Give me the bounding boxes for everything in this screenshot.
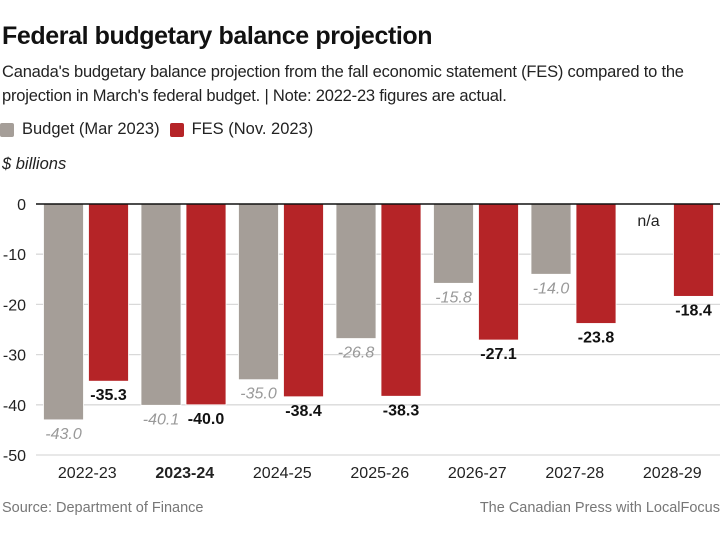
value-label-fes: -23.8 bbox=[578, 329, 615, 346]
bar-budget bbox=[433, 203, 474, 284]
bar-fes bbox=[673, 203, 714, 297]
value-label-fes: -40.0 bbox=[188, 411, 225, 428]
bar-fes bbox=[478, 203, 519, 341]
value-label-budget: -14.0 bbox=[533, 280, 570, 297]
bar-fes bbox=[283, 203, 324, 398]
legend-swatch-fes bbox=[169, 122, 184, 137]
legend-item-fes: FES (Nov. 2023) bbox=[169, 120, 314, 139]
bar-fes bbox=[185, 203, 227, 406]
credit-note: The Canadian Press with LocalFocus bbox=[479, 500, 720, 516]
x-tick-label: 2024-25 bbox=[253, 465, 312, 482]
bar-budget bbox=[530, 203, 572, 275]
chart-title: Federal budgetary balance projection bbox=[2, 22, 433, 50]
value-label-budget: -15.8 bbox=[435, 289, 472, 306]
value-label-budget: -26.8 bbox=[338, 345, 375, 362]
x-tick-label: 2022-23 bbox=[58, 465, 117, 482]
value-label-budget: -43.0 bbox=[45, 426, 82, 443]
y-tick-label: -40 bbox=[3, 398, 26, 415]
y-tick-label: -30 bbox=[3, 348, 26, 365]
value-label-fes: -18.4 bbox=[675, 302, 712, 319]
bar-fes bbox=[380, 203, 422, 397]
source-note: Source: Department of Finance bbox=[2, 500, 204, 516]
value-label-fes: -38.4 bbox=[285, 403, 322, 420]
bar-budget bbox=[140, 203, 182, 406]
y-tick-label: 0 bbox=[17, 197, 26, 214]
x-tick-label: 2028-29 bbox=[643, 465, 702, 482]
y-tick-label: -20 bbox=[3, 297, 26, 314]
legend-label-fes: FES (Nov. 2023) bbox=[191, 120, 314, 138]
x-tick-label: 2023-24 bbox=[155, 465, 214, 482]
value-label-budget: -40.1 bbox=[143, 411, 179, 428]
value-label-na: n/a bbox=[637, 213, 659, 230]
value-label-fes: -27.1 bbox=[480, 346, 517, 363]
legend-swatch-budget bbox=[0, 122, 14, 137]
x-tick-label: 2026-27 bbox=[448, 465, 507, 482]
x-tick-label: 2025-26 bbox=[350, 465, 409, 482]
legend: Budget (Mar 2023) FES (Nov. 2023) bbox=[0, 120, 323, 139]
legend-label-budget: Budget (Mar 2023) bbox=[22, 120, 160, 138]
legend-item-budget: Budget (Mar 2023) bbox=[0, 120, 160, 139]
bar-fes bbox=[575, 203, 617, 324]
bar-budget bbox=[43, 203, 84, 421]
value-label-fes: -38.3 bbox=[383, 402, 420, 419]
value-label-budget: -35.0 bbox=[240, 386, 277, 403]
chart-subtitle: Canada's budgetary balance projection fr… bbox=[2, 63, 684, 105]
y-axis-unit-label: $ billions bbox=[2, 155, 67, 173]
value-label-fes: -35.3 bbox=[90, 387, 127, 404]
bar-fes bbox=[88, 203, 129, 382]
y-tick-label: -10 bbox=[3, 247, 26, 264]
y-tick-label: -50 bbox=[3, 448, 26, 465]
x-tick-label: 2027-28 bbox=[545, 465, 604, 482]
bar-budget bbox=[238, 203, 279, 381]
bar-budget bbox=[335, 203, 377, 339]
